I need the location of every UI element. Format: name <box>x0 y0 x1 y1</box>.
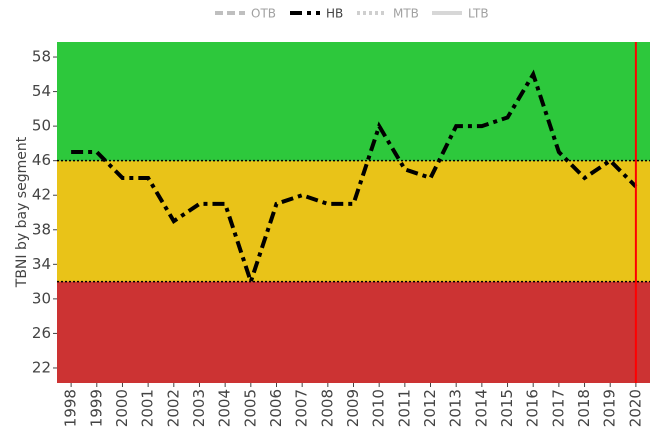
x-tick-label: 2014 <box>472 389 490 427</box>
x-tick-label: 2005 <box>241 389 259 427</box>
x-tick-label: 1999 <box>87 389 105 427</box>
x-tick-label: 2012 <box>421 389 439 427</box>
band-mid <box>57 160 650 282</box>
x-tick-label: 2008 <box>318 389 336 427</box>
y-tick-label: 58 <box>32 48 51 66</box>
x-tick-label: 2018 <box>575 389 593 427</box>
x-tick-label: 2017 <box>549 389 567 427</box>
y-tick-label: 42 <box>32 186 51 204</box>
x-tick-label: 2013 <box>447 389 465 427</box>
y-tick-label: 38 <box>32 220 51 238</box>
legend-label[interactable]: LTB <box>468 7 489 21</box>
x-tick-label: 2019 <box>601 389 619 427</box>
y-tick-label: 50 <box>32 117 51 135</box>
x-tick-label: 2003 <box>190 389 208 427</box>
legend-label[interactable]: HB <box>326 7 343 21</box>
x-tick-label: 1998 <box>62 389 80 427</box>
band-high <box>57 42 650 161</box>
y-tick-label: 54 <box>32 82 51 100</box>
x-tick-label: 2002 <box>164 389 182 427</box>
x-tick-label: 2015 <box>498 389 516 427</box>
x-tick-label: 2010 <box>370 389 388 427</box>
x-tick-label: 2000 <box>113 389 131 427</box>
x-tick-label: 2009 <box>344 389 362 427</box>
y-axis-title: TBNI by bay segment <box>14 136 30 288</box>
x-tick-label: 2001 <box>139 389 157 427</box>
y-tick-label: 30 <box>32 289 51 307</box>
legend-label[interactable]: MTB <box>393 7 419 21</box>
x-tick-label: 2011 <box>395 389 413 427</box>
legend-label[interactable]: OTB <box>251 7 276 21</box>
x-tick-label: 2020 <box>626 389 644 427</box>
x-tick-label: 2006 <box>267 389 285 427</box>
y-tick-label: 22 <box>32 358 51 376</box>
y-tick-label: 26 <box>32 324 51 342</box>
x-tick-label: 2007 <box>293 389 311 427</box>
series-line <box>71 69 638 288</box>
y-tick-label: 34 <box>32 255 51 273</box>
x-tick-label: 2004 <box>216 389 234 427</box>
y-tick-label: 46 <box>32 151 51 169</box>
x-tick-label: 2016 <box>524 389 542 427</box>
band-low <box>57 281 650 383</box>
